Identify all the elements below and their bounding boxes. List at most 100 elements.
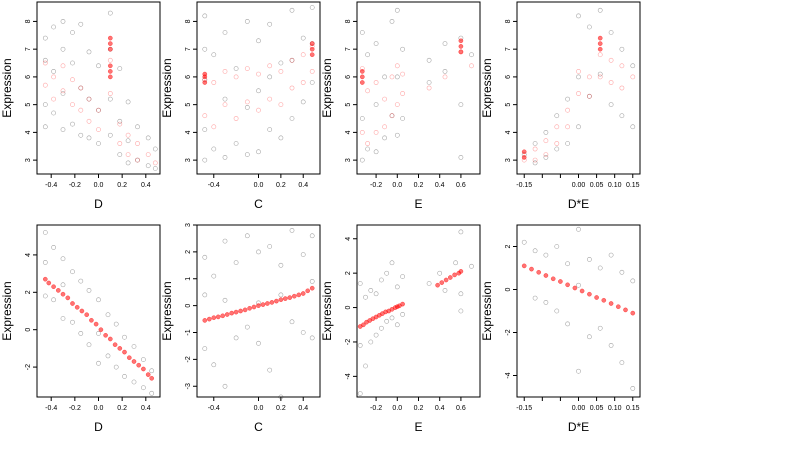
- data-point-red-filled: [79, 308, 85, 314]
- data-point-black: [107, 96, 113, 102]
- data-point-black: [60, 316, 66, 321]
- data-point-red: [233, 74, 239, 80]
- data-point-red: [256, 71, 261, 77]
- data-point-black: [233, 335, 239, 341]
- data-point-red-filled: [224, 312, 230, 317]
- y-tick-label: 4: [345, 130, 352, 134]
- data-point-red: [382, 96, 387, 102]
- data-point-black: [278, 292, 284, 298]
- data-point-red: [426, 85, 432, 91]
- data-point-black: [42, 293, 48, 299]
- data-point-black: [389, 315, 395, 321]
- data-point-black: [382, 74, 387, 80]
- x-tick-label: 0.4: [435, 182, 445, 189]
- y-tick-label: 2: [505, 244, 512, 248]
- data-point-red-filled: [136, 362, 142, 368]
- data-point-red-filled: [107, 63, 113, 69]
- data-point-black: [222, 30, 228, 35]
- data-point-black: [222, 297, 228, 303]
- data-point-black: [117, 118, 123, 124]
- data-point-black: [565, 261, 570, 267]
- x-axis-title: C: [254, 197, 263, 211]
- data-point-red: [543, 138, 549, 144]
- y-tick-label: 0: [505, 287, 512, 291]
- data-point-black: [543, 130, 549, 135]
- data-point-red-filled: [269, 300, 275, 305]
- data-point-red-filled: [112, 342, 118, 348]
- data-point-black: [554, 113, 560, 119]
- data-point-red: [532, 146, 538, 152]
- data-point-red-filled: [229, 310, 235, 316]
- data-point-black: [300, 252, 306, 257]
- data-point-black: [42, 35, 48, 41]
- data-point-red: [244, 99, 250, 105]
- data-point-red: [152, 160, 158, 166]
- data-point-black: [554, 244, 560, 249]
- data-point-red: [630, 74, 636, 80]
- data-point-red-filled: [439, 280, 445, 285]
- data-point-black: [359, 30, 365, 35]
- data-point-red-filled: [623, 307, 628, 313]
- data-point-black: [289, 228, 295, 233]
- x-tick-label: 0.6: [456, 182, 466, 189]
- x-tick-label: 0.2: [117, 182, 127, 189]
- data-point-black: [135, 124, 140, 130]
- data-point-red: [60, 63, 66, 69]
- data-point-red: [597, 52, 603, 58]
- data-point-black: [521, 239, 527, 245]
- data-point-black: [309, 233, 315, 239]
- y-tick-label: -2: [345, 339, 352, 345]
- y-tick-label: 2: [345, 271, 352, 275]
- data-point-black: [365, 146, 370, 152]
- data-point-black: [202, 46, 208, 52]
- data-point-black: [469, 52, 474, 58]
- data-point-black: [267, 244, 273, 249]
- data-point-red: [543, 152, 549, 157]
- x-tick-label: 0.4: [141, 405, 151, 412]
- data-point-black: [78, 278, 84, 284]
- data-point-black: [300, 330, 306, 335]
- data-point-black: [373, 41, 379, 46]
- data-point-red-filled: [601, 297, 607, 303]
- data-point-black: [379, 325, 384, 331]
- data-point-black: [113, 321, 119, 327]
- x-tick-label: 0.15: [626, 182, 640, 189]
- data-point-red: [289, 57, 295, 63]
- data-point-red-filled: [107, 41, 113, 46]
- data-point-black: [458, 308, 464, 314]
- data-point-black: [400, 274, 405, 279]
- data-point-red-filled: [107, 74, 113, 80]
- data-point-black: [630, 124, 636, 130]
- data-point-black: [256, 149, 261, 155]
- data-point-red-filled: [305, 288, 311, 294]
- data-point-red-filled: [107, 35, 113, 41]
- data-point-red-filled: [274, 298, 279, 304]
- data-point-red: [373, 80, 379, 85]
- y-tick-label: 7: [345, 47, 352, 51]
- data-point-black: [309, 80, 315, 85]
- data-point-red-filled: [359, 69, 365, 74]
- data-point-black: [289, 319, 295, 325]
- data-point-red-filled: [256, 303, 261, 308]
- data-point-black: [576, 74, 581, 80]
- data-point-red-filled: [597, 35, 603, 41]
- data-point-black: [587, 334, 592, 340]
- data-point-black: [256, 249, 261, 255]
- data-point-black: [532, 248, 538, 254]
- data-point-black: [145, 163, 151, 169]
- data-point-black: [608, 102, 614, 107]
- data-point-red-filled: [107, 69, 113, 74]
- plot-frame: [36, 224, 161, 398]
- data-point-black: [309, 335, 315, 341]
- data-point-black: [131, 379, 137, 385]
- y-tick-label: -4: [505, 372, 512, 378]
- data-point-red-filled: [65, 295, 71, 301]
- data-point-red-filled: [630, 310, 636, 316]
- data-point-black: [630, 63, 636, 69]
- data-point-red: [222, 102, 228, 107]
- data-point-black: [125, 138, 131, 144]
- x-tick-label: -0.2: [370, 405, 382, 412]
- y-tick-label: 4: [25, 253, 32, 257]
- data-point-red-filled: [309, 41, 315, 46]
- data-point-black: [619, 46, 625, 52]
